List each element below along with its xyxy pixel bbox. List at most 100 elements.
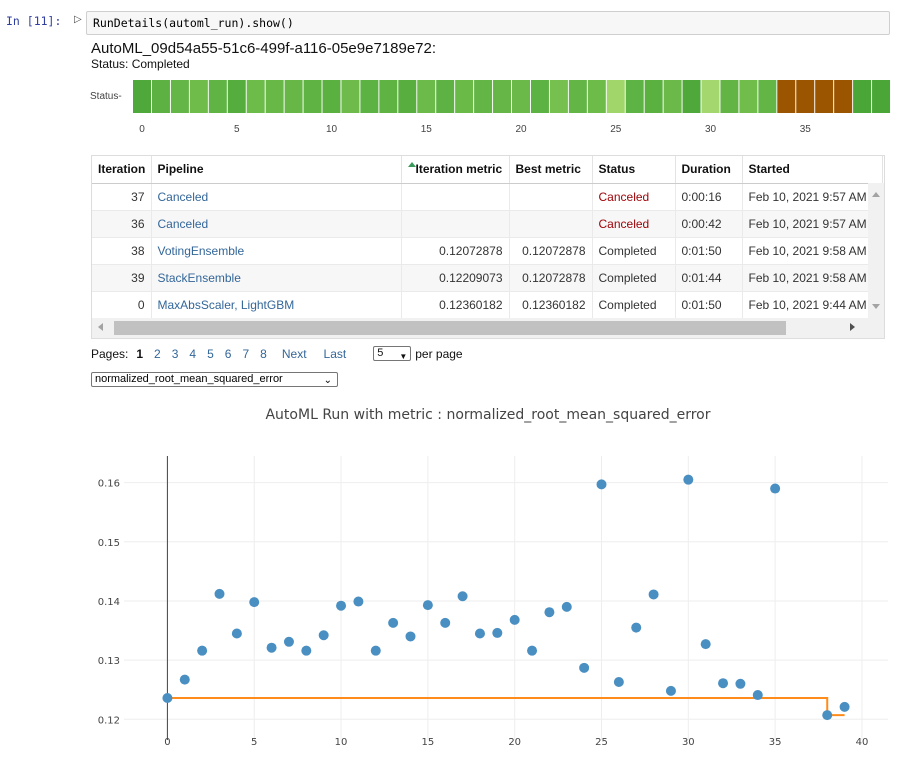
status-cell [739, 80, 758, 113]
cell-metric: 0.12072878 [401, 236, 510, 264]
scroll-down-icon[interactable] [872, 304, 880, 309]
cell-duration: 0:00:16 [675, 182, 743, 210]
x-tick-label: 15 [421, 737, 434, 748]
cell-iteration: 39 [92, 263, 152, 291]
table-header-row: Iteration Pipeline Iteration metric Best… [92, 156, 883, 184]
last-page-link[interactable]: Last [323, 346, 347, 361]
y-tick-label: 0.13 [98, 656, 120, 667]
status-cell [493, 80, 512, 113]
status-cell [474, 80, 493, 113]
status-cell [606, 80, 625, 113]
cell-best: 0.12360182 [509, 290, 593, 318]
code-cell[interactable]: RunDetails(automl_run).show() [86, 11, 890, 35]
x-tick-label: 25 [595, 737, 608, 748]
page-link[interactable]: 5 [207, 346, 214, 361]
data-point [197, 645, 208, 656]
cell-best [509, 209, 593, 237]
data-point [752, 690, 763, 701]
data-point [440, 617, 451, 628]
data-point [683, 474, 694, 485]
status-cell [644, 80, 663, 113]
scrollbar-thumb[interactable] [114, 321, 786, 335]
cell-metric [401, 182, 510, 210]
status-tick-label: 15 [420, 124, 432, 135]
table-row: 38 VotingEnsemble 0.12072878 0.12072878 … [92, 236, 883, 264]
status-cell [341, 80, 360, 113]
next-page-link[interactable]: Next [281, 346, 307, 361]
run-title: AutoML_09d54a55-51c6-499f-a116-05e9e7189… [91, 40, 437, 57]
cell-iteration: 36 [92, 209, 152, 237]
status-cell [208, 80, 227, 113]
col-iteration-metric[interactable]: Iteration metric [401, 156, 510, 184]
cell-metric: 0.12209073 [401, 263, 510, 291]
status-cell [530, 80, 549, 113]
data-point [544, 607, 555, 618]
cell-pipeline-link[interactable]: VotingEnsemble [151, 236, 402, 264]
status-cell [284, 80, 303, 113]
metric-select[interactable]: normalized_root_mean_squared_error ⌄ [91, 372, 338, 387]
status-cell [663, 80, 682, 113]
page-link[interactable]: 4 [189, 346, 197, 361]
col-iteration[interactable]: Iteration [92, 156, 152, 184]
status-cell [777, 80, 796, 113]
page-link[interactable]: 8 [260, 346, 267, 361]
status-cell [379, 80, 398, 113]
status-cell [151, 80, 170, 113]
data-point [561, 601, 572, 612]
col-pipeline[interactable]: Pipeline [151, 156, 402, 184]
status-cell [227, 80, 246, 113]
data-point [249, 597, 260, 608]
status-cell [398, 80, 417, 113]
status-tick-label: 10 [325, 124, 338, 135]
scroll-right-icon[interactable] [850, 323, 855, 331]
data-point [596, 479, 607, 490]
per-page-select[interactable]: 5 ▼ [373, 346, 412, 361]
cell-pipeline-link[interactable]: MaxAbsScaler, LightGBM [151, 290, 402, 318]
page-link[interactable]: 7 [242, 346, 250, 361]
table-row: 37 Canceled Canceled 0:00:16 Feb 10, 202… [92, 182, 883, 210]
status-bar-ticks: 0 5 10 15 20 25 30 35 [133, 124, 893, 138]
cell-pipeline-link[interactable]: Canceled [151, 209, 402, 237]
data-point [336, 600, 347, 611]
table-row: 0 MaxAbsScaler, LightGBM 0.12360182 0.12… [92, 290, 883, 318]
cell-pipeline-link[interactable]: StackEnsemble [151, 263, 402, 291]
data-point [388, 617, 399, 628]
data-point [283, 636, 294, 647]
status-cell [455, 80, 474, 113]
data-point [353, 596, 364, 607]
page-link[interactable]: 6 [224, 346, 232, 361]
page-link-current[interactable]: 1 [136, 346, 144, 361]
data-point [509, 614, 520, 625]
scroll-left-icon[interactable] [98, 323, 103, 331]
cell-pipeline-link[interactable]: Canceled [151, 182, 402, 210]
table-row: 36 Canceled Canceled 0:00:42 Feb 10, 202… [92, 209, 883, 237]
status-tick-label: 0 [139, 124, 145, 135]
data-point [735, 678, 746, 689]
status-cell [587, 80, 606, 113]
x-tick-label: 5 [251, 737, 257, 748]
status-tick-label: 30 [704, 124, 717, 135]
cell-status: Completed [592, 236, 676, 264]
status-cell [758, 80, 777, 113]
status-cell [549, 80, 568, 113]
page-link[interactable]: 3 [171, 346, 179, 361]
page-link[interactable]: 2 [154, 346, 161, 361]
pagination: Pages: 1 2 3 4 5 6 7 8 Next Last 5 ▼ per… [91, 346, 463, 361]
col-duration[interactable]: Duration [675, 156, 743, 184]
table-horizontal-scrollbar[interactable] [92, 318, 884, 338]
table-vertical-scrollbar[interactable] [868, 183, 884, 318]
status-cell [872, 80, 891, 113]
status-bar [133, 80, 891, 114]
pages-label: Pages: [91, 346, 129, 361]
scroll-up-icon[interactable] [872, 192, 880, 197]
status-cell [322, 80, 341, 113]
data-point [474, 628, 485, 639]
cell-best: 0.12072878 [509, 236, 593, 264]
data-point [179, 674, 190, 685]
y-tick-label: 0.12 [98, 715, 120, 726]
cell-duration: 0:01:50 [675, 290, 743, 318]
metric-select-value: normalized_root_mean_squared_error [95, 373, 283, 385]
cell-status: Completed [592, 290, 676, 318]
run-status-value: Completed [131, 57, 190, 71]
run-cell-icon[interactable]: ▷ [74, 14, 82, 25]
